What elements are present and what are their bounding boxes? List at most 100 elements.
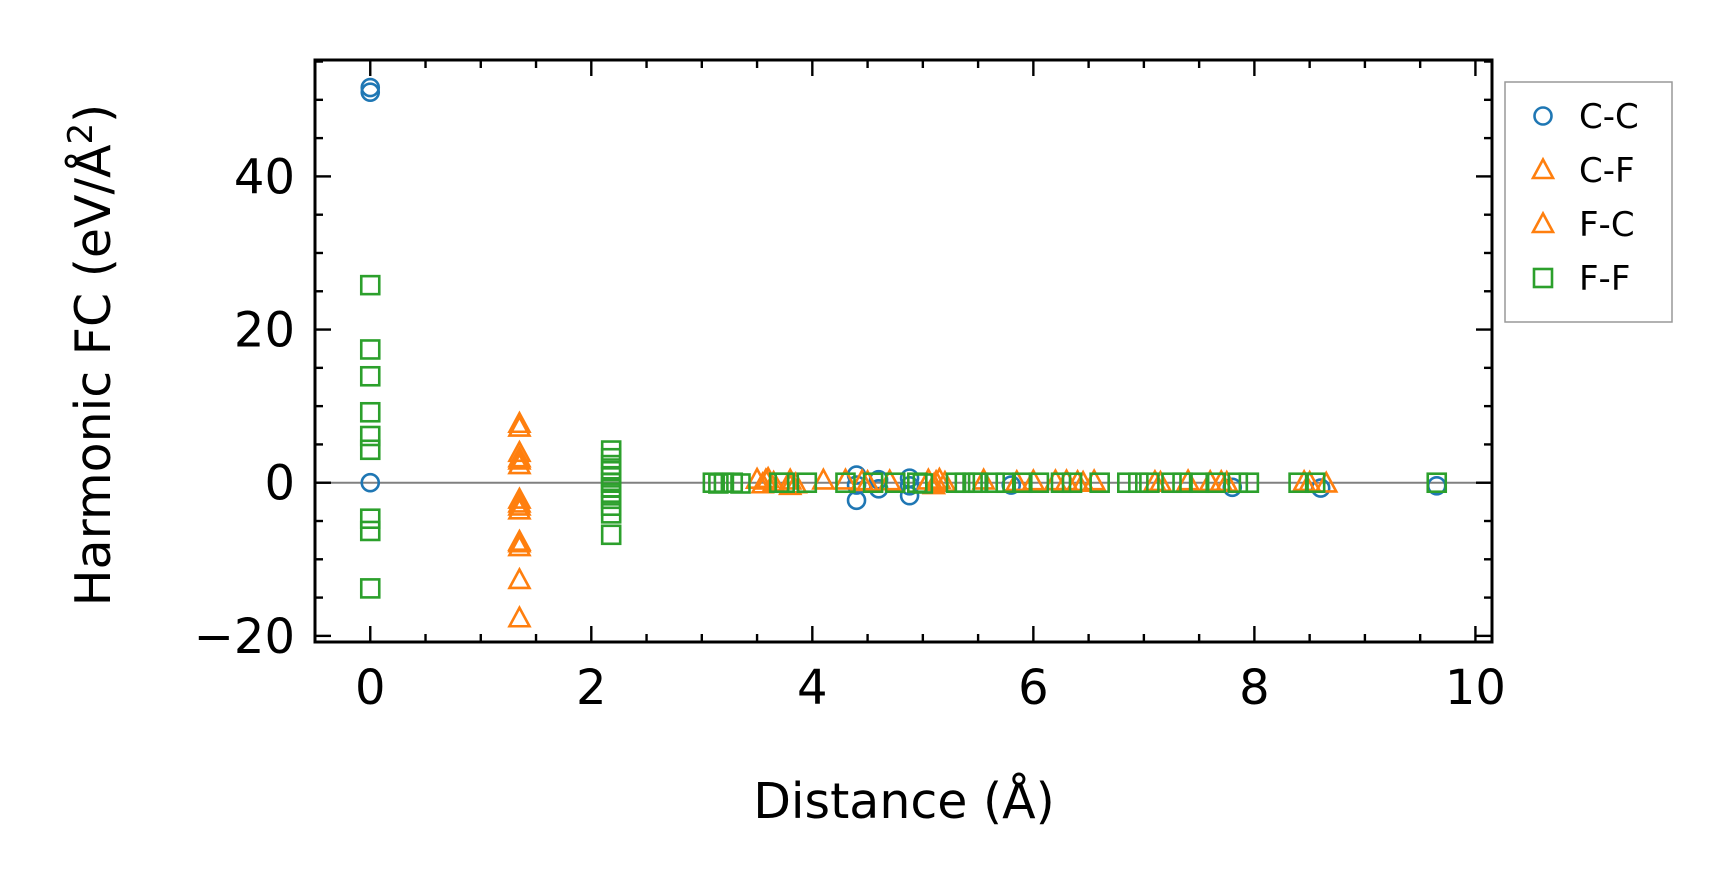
data-point [360, 472, 381, 493]
data-point [507, 414, 532, 437]
data-point [778, 472, 803, 496]
data-point [507, 533, 532, 557]
legend-label: C-F [1579, 151, 1635, 191]
y-axis-title-main: Harmonic FC (eV/Å [63, 144, 122, 606]
legend-marker [1530, 156, 1556, 180]
data-point [846, 490, 867, 511]
y-axis-title-close: ) [65, 104, 122, 123]
data-point [1148, 469, 1173, 493]
data-point [359, 425, 381, 447]
data-point [1304, 472, 1326, 494]
series-c-c [360, 77, 1447, 511]
data-point [1188, 472, 1210, 494]
data-point [1050, 472, 1072, 494]
legend-entry: F-F [1532, 259, 1630, 299]
data-point [862, 472, 884, 494]
y-tick-label: −20 [194, 609, 295, 665]
data-point [1214, 469, 1239, 493]
legend-label: F-F [1579, 259, 1630, 299]
data-markers [359, 77, 1448, 628]
data-point [359, 439, 381, 461]
data-point [912, 473, 934, 494]
data-point [1426, 472, 1448, 494]
x-tick-label: 2 [576, 660, 607, 716]
data-point [1116, 472, 1138, 494]
legend-entry: C-F [1530, 151, 1635, 191]
data-point [1070, 469, 1096, 493]
data-point [507, 439, 532, 463]
tick-labels: 0 2 4 6 8 10 −20 0 20 40 [194, 149, 1506, 716]
legend-marker [1530, 210, 1556, 234]
data-point [833, 467, 858, 490]
data-point [359, 339, 381, 360]
data-point [600, 447, 622, 469]
data-point [995, 472, 1017, 494]
data-point [359, 365, 381, 387]
x-tick-label: 8 [1239, 660, 1270, 716]
data-point [507, 490, 532, 513]
legend-label: C-C [1579, 97, 1639, 137]
y-tick-label: 0 [264, 456, 295, 512]
legend-marker [1533, 106, 1553, 126]
data-point [507, 493, 532, 516]
data-point [778, 467, 803, 490]
data-point [1238, 472, 1260, 494]
data-point [507, 486, 532, 509]
data-point [359, 274, 381, 296]
data-point [1089, 472, 1110, 494]
data-point [1175, 467, 1201, 491]
data-point [1205, 472, 1227, 494]
data-point [507, 605, 532, 628]
data-point [835, 472, 856, 494]
data-point [359, 401, 381, 423]
series-f-f [359, 274, 1448, 599]
legend: C-C C-F F-C F-F [1504, 81, 1673, 323]
data-point [849, 467, 875, 491]
data-point [1004, 468, 1029, 492]
data-point [730, 473, 751, 494]
x-tick-label: 10 [1445, 660, 1506, 716]
data-point [507, 566, 532, 590]
plot-frame [313, 58, 1494, 644]
data-point [1081, 467, 1107, 491]
series-c-f [507, 410, 1339, 628]
data-point [359, 520, 381, 542]
y-axis-title: Harmonic FC (eV/Å2) [61, 104, 122, 607]
data-point [1288, 472, 1309, 494]
data-point [507, 529, 532, 553]
data-point [507, 410, 532, 434]
data-point [783, 471, 808, 494]
data-point [600, 524, 622, 546]
data-point [927, 466, 952, 489]
data-point [1314, 470, 1339, 493]
data-point [884, 472, 906, 494]
x-tick-label: 6 [1018, 660, 1049, 716]
legend-entry: F-C [1530, 205, 1635, 245]
data-point [360, 77, 381, 98]
series-f-c [507, 414, 1322, 553]
data-point [877, 467, 902, 491]
data-point [359, 508, 381, 530]
x-tick-label: 0 [355, 660, 386, 716]
data-point [1128, 472, 1149, 494]
data-point [811, 467, 836, 490]
data-point [359, 578, 381, 599]
data-point [507, 451, 532, 475]
y-tick-label: 20 [234, 303, 295, 359]
data-point [600, 495, 622, 516]
data-point [774, 472, 795, 494]
data-point [971, 467, 996, 490]
data-point [507, 444, 532, 468]
data-point [1012, 472, 1033, 494]
legend-label: F-C [1579, 205, 1635, 245]
y-axis-title-superscript: 2 [61, 123, 101, 145]
data-point [1161, 472, 1182, 494]
data-point [1028, 472, 1050, 494]
data-point [1227, 472, 1249, 494]
x-tick-label: 4 [797, 660, 828, 716]
data-point [984, 472, 1005, 494]
data-point [1139, 472, 1160, 494]
data-point [1061, 472, 1083, 494]
axis-ticks [313, 60, 1492, 642]
